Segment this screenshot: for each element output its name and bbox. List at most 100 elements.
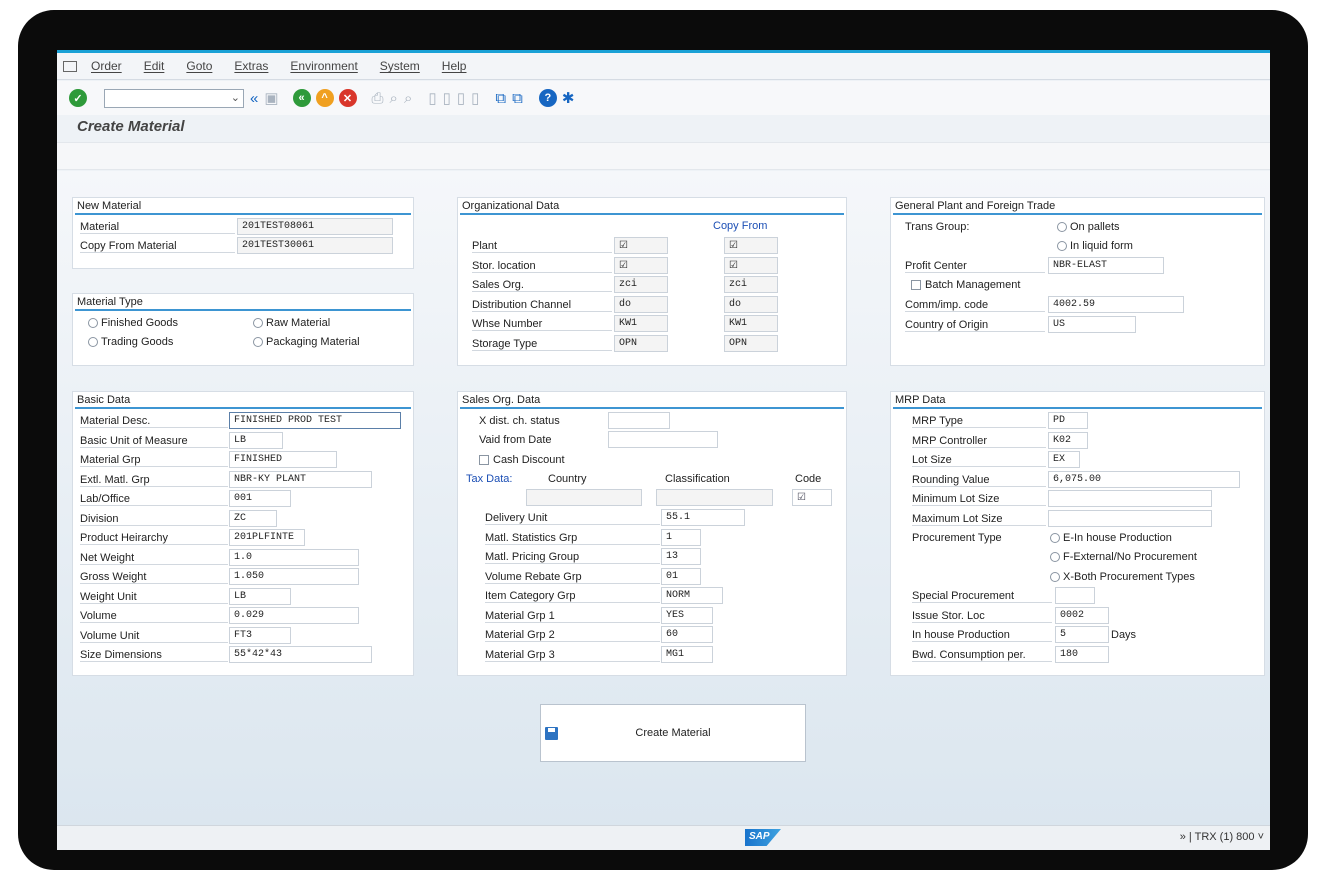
create-material-button[interactable]: Create Material bbox=[540, 704, 806, 762]
print-icon[interactable]: ⎙ bbox=[371, 89, 384, 107]
basic-field-value[interactable]: 201PLFINTE bbox=[229, 529, 305, 546]
profit-center-field[interactable]: NBR-ELAST bbox=[1048, 257, 1164, 274]
radio-circle[interactable] bbox=[1057, 241, 1067, 251]
first-page-icon[interactable]: ▯ bbox=[428, 90, 437, 107]
checkbox-box[interactable] bbox=[911, 280, 921, 290]
collapse-icon[interactable]: « bbox=[250, 89, 259, 107]
radio-x-both[interactable]: X-Both Procurement Types bbox=[1050, 571, 1195, 583]
settings-gear-icon[interactable]: ✱ bbox=[561, 90, 575, 107]
radio-circle[interactable] bbox=[1050, 552, 1060, 562]
menu-window-icon[interactable] bbox=[63, 60, 77, 72]
org-copy-from-value[interactable]: KW1 bbox=[724, 315, 778, 332]
org-copy-from-value[interactable]: zci bbox=[724, 276, 778, 293]
checkbox-box[interactable] bbox=[479, 455, 489, 465]
radio-f-external[interactable]: F-External/No Procurement bbox=[1050, 551, 1197, 563]
last-page-icon[interactable]: ▯ bbox=[471, 90, 480, 107]
mrp-field-value[interactable] bbox=[1048, 509, 1212, 527]
mrp-field-value[interactable]: K02 bbox=[1048, 431, 1088, 449]
help-icon[interactable]: ? bbox=[538, 89, 557, 107]
radio-e-in-house[interactable]: E-In house Production bbox=[1050, 532, 1172, 544]
previous-page-icon[interactable]: ▯ bbox=[442, 90, 451, 107]
comm-imp-code-field[interactable]: 4002.59 bbox=[1048, 296, 1184, 313]
basic-field-value[interactable]: ZC bbox=[229, 509, 277, 527]
command-field[interactable]: ⌄ bbox=[104, 88, 244, 108]
org-copy-from-value[interactable]: ☑ bbox=[724, 237, 778, 254]
find-next-icon[interactable]: ⌕ bbox=[403, 89, 413, 107]
radio-circle[interactable] bbox=[253, 318, 263, 328]
basic-field-value[interactable]: LB bbox=[229, 431, 283, 449]
menu-extras[interactable]: Extras bbox=[234, 59, 269, 73]
basic-field-value[interactable]: NBR-KY PLANT bbox=[229, 470, 372, 488]
mrp-field-value[interactable]: 5 bbox=[1055, 626, 1109, 643]
radio-trading-goods[interactable]: Trading Goods bbox=[88, 336, 173, 348]
basic-field-value[interactable]: FINISHED PROD TEST bbox=[229, 412, 401, 429]
basic-field-value[interactable]: 1.050 bbox=[229, 568, 359, 585]
sales-field-value[interactable]: 55.1 bbox=[661, 509, 745, 526]
material-field[interactable]: 201TEST08061 bbox=[237, 218, 393, 235]
menu-system[interactable]: System bbox=[379, 59, 420, 73]
org-field-value[interactable]: KW1 bbox=[614, 315, 668, 332]
back-icon[interactable]: « bbox=[292, 89, 311, 107]
enter-check-icon[interactable]: ✓ bbox=[69, 89, 87, 107]
mrp-field-value[interactable]: 0002 bbox=[1055, 606, 1109, 624]
org-copy-from-value[interactable]: ☑ bbox=[724, 256, 778, 274]
mrp-field-value[interactable] bbox=[1055, 587, 1095, 604]
exit-icon[interactable]: ^ bbox=[315, 89, 334, 107]
basic-field-value[interactable]: 55*42*43 bbox=[229, 646, 372, 663]
radio-circle[interactable] bbox=[1050, 572, 1060, 582]
menu-environment[interactable]: Environment bbox=[290, 59, 358, 73]
org-field-value[interactable]: do bbox=[614, 295, 668, 313]
radio-packaging-material[interactable]: Packaging Material bbox=[253, 336, 360, 348]
basic-field-value[interactable]: 1.0 bbox=[229, 548, 359, 566]
chevron-down-icon[interactable]: ⌄ bbox=[230, 91, 240, 104]
valid-from-date-field[interactable] bbox=[608, 431, 718, 448]
mrp-field-value[interactable]: 6,075.00 bbox=[1048, 470, 1240, 488]
mrp-field-value[interactable]: PD bbox=[1048, 412, 1088, 429]
radio-circle[interactable] bbox=[88, 318, 98, 328]
sales-field-value[interactable]: 01 bbox=[661, 567, 701, 585]
find-icon[interactable]: ⌕ bbox=[389, 89, 398, 107]
batch-management-checkbox[interactable]: Batch Management bbox=[911, 279, 1020, 291]
radio-in-liquid-form[interactable]: In liquid form bbox=[1057, 240, 1133, 252]
sales-field-value[interactable]: 13 bbox=[661, 548, 701, 565]
menu-help[interactable]: Help bbox=[441, 59, 467, 73]
radio-circle[interactable] bbox=[88, 337, 98, 347]
basic-field-value[interactable]: 0.029 bbox=[229, 607, 359, 624]
save-icon[interactable]: ▣ bbox=[264, 90, 279, 107]
radio-on-pallets[interactable]: On pallets bbox=[1057, 221, 1120, 233]
next-page-icon[interactable]: ▯ bbox=[456, 90, 466, 107]
tax-classification-field[interactable] bbox=[656, 489, 773, 506]
cash-discount-checkbox[interactable]: Cash Discount bbox=[479, 454, 565, 466]
radio-circle[interactable] bbox=[253, 337, 263, 347]
sales-field-value[interactable]: NORM bbox=[661, 587, 723, 604]
radio-circle[interactable] bbox=[1050, 533, 1060, 543]
org-field-value[interactable]: OPN bbox=[614, 334, 668, 352]
basic-field-value[interactable]: FINISHED bbox=[229, 451, 337, 468]
radio-raw-material[interactable]: Raw Material bbox=[253, 317, 330, 329]
mrp-field-value[interactable] bbox=[1048, 490, 1212, 507]
country-of-origin-field[interactable]: US bbox=[1048, 316, 1136, 333]
sales-field-value[interactable]: MG1 bbox=[661, 645, 713, 663]
sales-field-value[interactable]: 1 bbox=[661, 528, 701, 546]
mrp-field-value[interactable]: EX bbox=[1048, 451, 1080, 468]
sales-field-value[interactable]: 60 bbox=[661, 626, 713, 643]
xdist-status-field[interactable] bbox=[608, 412, 670, 429]
org-field-value[interactable]: zci bbox=[614, 276, 668, 293]
basic-field-value[interactable]: 001 bbox=[229, 490, 291, 507]
org-field-value[interactable]: ☑ bbox=[614, 237, 668, 254]
mrp-field-value[interactable]: 180 bbox=[1055, 645, 1109, 663]
sales-field-value[interactable]: YES bbox=[661, 606, 713, 624]
system-info[interactable]: » | TRX (1) 800 ˅ bbox=[1179, 831, 1264, 843]
cancel-icon[interactable]: ✕ bbox=[338, 89, 357, 107]
radio-circle[interactable] bbox=[1057, 222, 1067, 232]
basic-field-value[interactable]: LB bbox=[229, 587, 291, 605]
org-copy-from-value[interactable]: OPN bbox=[724, 334, 778, 352]
org-field-value[interactable]: ☑ bbox=[614, 256, 668, 274]
tax-code-field[interactable]: ☑ bbox=[792, 489, 832, 506]
copy-from-material-field[interactable]: 201TEST30061 bbox=[237, 237, 393, 254]
radio-finished-goods[interactable]: Finished Goods bbox=[88, 317, 178, 329]
basic-field-value[interactable]: FT3 bbox=[229, 626, 291, 644]
tax-country-field[interactable] bbox=[526, 489, 642, 506]
menu-goto[interactable]: Goto bbox=[186, 59, 213, 73]
menu-edit[interactable]: Edit bbox=[143, 59, 165, 73]
